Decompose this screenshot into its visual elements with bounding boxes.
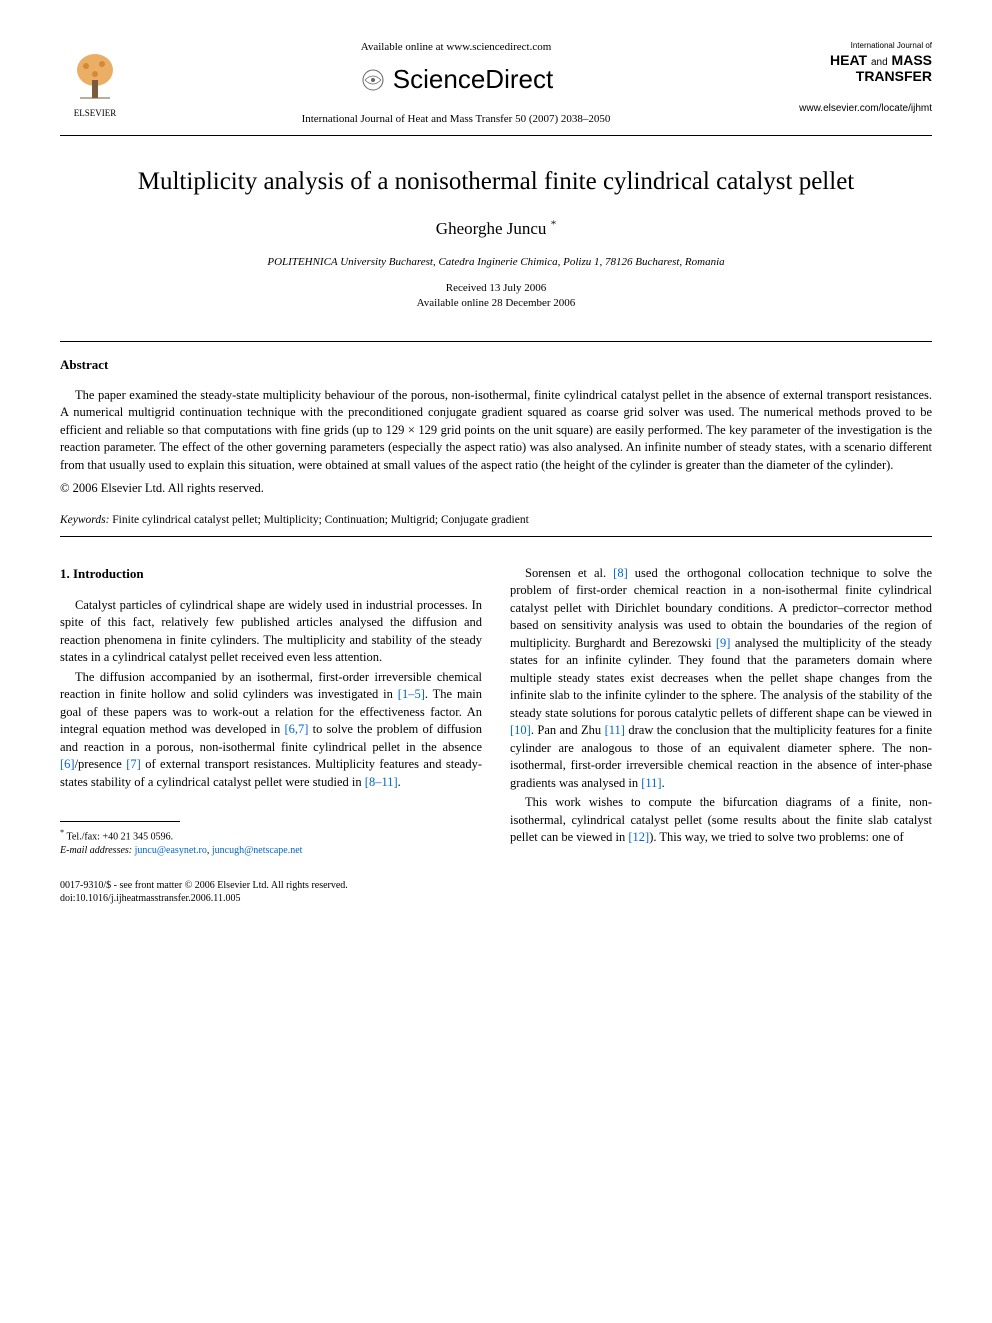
doi-line: doi:10.1016/j.ijheatmasstransfer.2006.11… [60,892,932,905]
ref-link-9[interactable]: [9] [716,636,731,650]
available-date: Available online 28 December 2006 [60,296,932,311]
abstract-text: The paper examined the steady-state mult… [60,387,932,475]
received-date: Received 13 July 2006 [60,281,932,296]
article-title: Multiplicity analysis of a nonisothermal… [60,166,932,197]
ref-link-6[interactable]: [6] [60,757,75,771]
ref-link-8[interactable]: [8] [613,566,628,580]
journal-url: www.elsevier.com/locate/ijhmt [782,102,932,116]
elsevier-tree-icon [70,52,120,107]
header-row: ELSEVIER Available online at www.science… [60,40,932,127]
affiliation: POLITEHNICA University Bucharest, Catedr… [60,255,932,270]
available-online-text: Available online at www.sciencedirect.co… [150,40,762,55]
sciencedirect-brand: ScienceDirect [150,61,762,97]
author-name: Gheorghe Juncu [436,219,547,238]
ref-link-6-7[interactable]: [6,7] [284,722,308,736]
abstract-top-divider [60,341,932,342]
ref-link-12[interactable]: [12] [628,830,649,844]
intro-p3: Sorensen et al. [8] used the orthogonal … [510,565,932,793]
header-divider [60,135,932,136]
ref-link-11[interactable]: [11] [605,723,625,737]
journal-box-label: International Journal of [782,40,932,51]
ref-link-7[interactable]: [7] [126,757,141,771]
publisher-name: ELSEVIER [74,107,117,120]
footnote-tel: * Tel./fax: +40 21 345 0596. [60,828,482,843]
author-line: Gheorghe Juncu * [60,217,932,241]
footnote-divider [60,821,180,822]
email-link-1[interactable]: juncu@easynet.ro [135,845,207,856]
journal-mass: MASS [892,52,932,68]
sciencedirect-label: ScienceDirect [393,61,553,97]
corresponding-footnote: * Tel./fax: +40 21 345 0596. E-mail addr… [60,828,482,856]
journal-box-title: HEAT and MASS TRANSFER [782,53,932,84]
ref-link-11b[interactable]: [11] [641,776,661,790]
journal-reference: International Journal of Heat and Mass T… [150,112,762,127]
journal-transfer: TRANSFER [856,68,932,84]
journal-heat: HEAT [830,52,867,68]
ref-link-8-11[interactable]: [8–11] [365,775,398,789]
intro-p4: This work wishes to compute the bifurcat… [510,794,932,847]
journal-and: and [871,57,888,68]
journal-title-box: International Journal of HEAT and MASS T… [782,40,932,116]
article-dates: Received 13 July 2006 Available online 2… [60,281,932,312]
abstract-copyright: © 2006 Elsevier Ltd. All rights reserved… [60,480,932,498]
bottom-info: 0017-9310/$ - see front matter © 2006 El… [60,879,932,905]
introduction-heading: 1. Introduction [60,565,482,583]
sciencedirect-icon [359,66,387,94]
footnote-email: E-mail addresses: juncu@easynet.ro, junc… [60,844,482,857]
issn-line: 0017-9310/$ - see front matter © 2006 El… [60,879,932,892]
ref-link-10[interactable]: [10] [510,723,531,737]
keywords-label: Keywords: [60,514,109,526]
center-header: Available online at www.sciencedirect.co… [130,40,782,127]
keywords-line: Keywords: Finite cylindrical catalyst pe… [60,512,932,528]
body-columns: 1. Introduction Catalyst particles of cy… [60,565,932,857]
publisher-logo: ELSEVIER [60,40,130,120]
body-divider [60,536,932,537]
right-column: Sorensen et al. [8] used the orthogonal … [510,565,932,857]
left-column: 1. Introduction Catalyst particles of cy… [60,565,482,857]
author-marker: * [551,219,557,231]
keywords-text: Finite cylindrical catalyst pellet; Mult… [112,514,529,526]
intro-p1: Catalyst particles of cylindrical shape … [60,597,482,667]
email-link-2[interactable]: juncugh@netscape.net [212,845,303,856]
intro-p2: The diffusion accompanied by an isotherm… [60,669,482,792]
ref-link-1-5[interactable]: [1–5] [398,687,425,701]
abstract-heading: Abstract [60,356,932,374]
